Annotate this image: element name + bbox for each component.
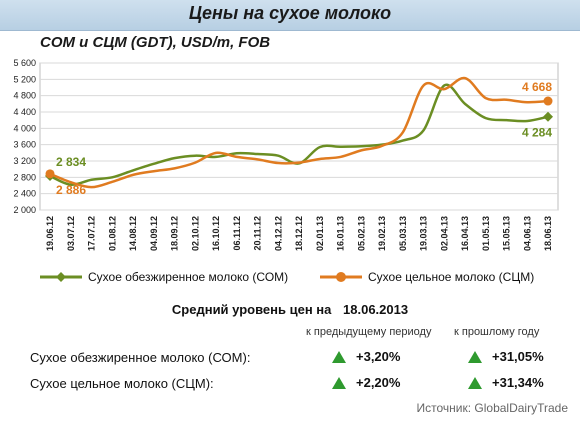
summary-heading-text: Средний уровень цен на — [171, 302, 332, 317]
x-tick-label: 05.02.13 — [356, 216, 366, 251]
x-tick-label: 01.05.13 — [481, 216, 491, 251]
up-triangle-icon — [468, 350, 482, 363]
y-tick-label: 2 000 — [13, 205, 36, 215]
y-tick-label: 2 800 — [13, 172, 36, 182]
row-label-som: Сухое обезжиренное молоко (СОМ): — [30, 350, 251, 365]
x-tick-label: 04.12.12 — [273, 216, 283, 251]
source-note: Источник: GlobalDairyTrade — [416, 401, 569, 415]
x-tick-label: 03.07.12 — [66, 216, 76, 251]
x-tick-label: 19.06.12 — [45, 216, 55, 251]
page-title: Цены на сухое молоко — [188, 3, 392, 23]
plot-area — [39, 62, 559, 211]
legend-label-scm: Сухое цельное молоко (СЦМ) — [368, 270, 535, 284]
x-tick-label: 14.08.12 — [128, 216, 138, 251]
y-tick-label: 2 400 — [13, 189, 36, 199]
som-change-year: +31,05% — [468, 349, 544, 364]
legend-label-som: Сухое обезжиренное молоко (СОМ) — [88, 270, 289, 284]
x-tick-label: 16.04.13 — [460, 216, 470, 251]
x-tick-label: 18.06.13 — [543, 216, 553, 251]
x-tick-label: 18.12.12 — [294, 216, 304, 251]
summary-date: 18.06.2013 — [343, 302, 409, 317]
som-change-prev: +3,20% — [332, 349, 400, 364]
x-tick-label: 02.01.13 — [315, 216, 325, 251]
series-line-scm — [49, 76, 549, 189]
col-head-prev-period: к предыдущему периоду — [306, 326, 432, 338]
up-triangle-icon — [332, 350, 346, 363]
legend-item-som: Сухое обезжиренное молоко (СОМ) — [40, 270, 288, 284]
x-tick-label: 04.06.13 — [522, 216, 532, 251]
up-triangle-icon — [468, 376, 482, 389]
scm-change-year: +31,34% — [468, 375, 544, 390]
y-tick-label: 4 000 — [13, 123, 36, 133]
som-year-value: +31,05% — [492, 349, 544, 364]
data-point-scm — [45, 169, 55, 179]
scm-change-prev: +2,20% — [332, 375, 400, 390]
legend-swatch-scm — [320, 272, 362, 282]
y-tick-label: 5 600 — [13, 58, 36, 68]
y-tick-label: 4 400 — [13, 107, 36, 117]
x-tick-label: 06.11.12 — [232, 216, 242, 251]
scm-prev-value: +2,20% — [356, 375, 401, 390]
x-tick-label: 02.10.12 — [190, 216, 200, 251]
x-tick-label: 16.10.12 — [211, 216, 221, 251]
x-tick-label: 18.09.12 — [170, 216, 180, 251]
data-label-som: 4 284 — [522, 126, 552, 140]
data-label-som: 2 834 — [56, 155, 86, 169]
data-label-scm: 2 886 — [56, 183, 86, 197]
x-tick-label: 01.08.12 — [107, 216, 117, 251]
x-tick-label: 05.03.13 — [398, 216, 408, 251]
x-tick-label: 20.11.12 — [253, 216, 263, 251]
data-label-scm: 4 668 — [522, 80, 552, 94]
y-tick-label: 3 200 — [13, 156, 36, 166]
row-label-scm: Сухое цельное молоко (СЦМ): — [30, 376, 214, 391]
chart-subtitle: СОМ и СЦМ (GDT), USD/m, FOB — [40, 34, 271, 51]
y-tick-label: 3 600 — [13, 140, 36, 150]
scm-year-value: +31,34% — [492, 375, 544, 390]
x-tick-label: 16.01.13 — [336, 216, 346, 251]
chart-legend: Сухое обезжиренное молоко (СОМ) Сухое це… — [30, 270, 560, 290]
x-tick-label: 19.03.13 — [419, 216, 429, 251]
x-tick-label: 04.09.12 — [149, 216, 159, 251]
summary-heading: Средний уровень цен на 18.06.2013 — [0, 302, 580, 317]
col-head-prev-year: к прошлому году — [454, 326, 540, 338]
title-banner: Цены на сухое молоко — [0, 0, 580, 31]
y-tick-label: 5 200 — [13, 74, 36, 84]
legend-swatch-som — [40, 272, 82, 282]
x-tick-label: 02.04.13 — [439, 216, 449, 251]
x-tick-label: 15.05.13 — [502, 216, 512, 251]
x-tick-label: 17.07.12 — [87, 216, 97, 251]
data-point-som — [543, 111, 553, 122]
data-point-scm — [543, 96, 553, 106]
x-tick-label: 19.02.13 — [377, 216, 387, 251]
up-triangle-icon — [332, 376, 346, 389]
som-prev-value: +3,20% — [356, 349, 401, 364]
legend-item-scm: Сухое цельное молоко (СЦМ) — [320, 270, 534, 284]
y-tick-label: 4 800 — [13, 91, 36, 101]
